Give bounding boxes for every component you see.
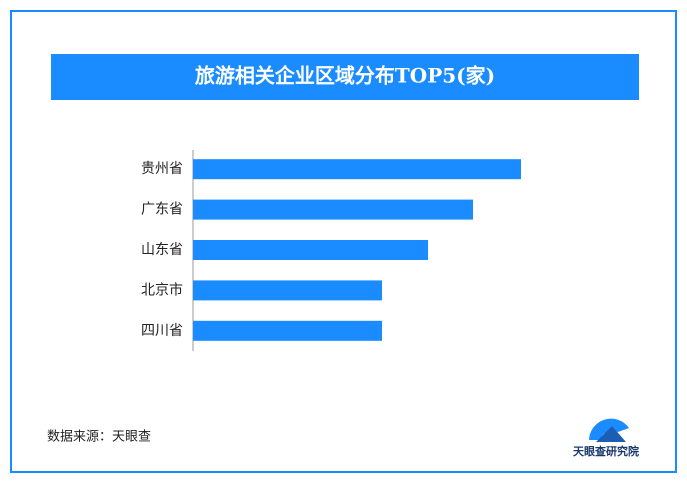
- bar: [193, 240, 428, 260]
- logo: 天眼查研究院: [573, 418, 639, 458]
- chart-title: 旅游相关企业区域分布TOP5(家): [195, 64, 495, 88]
- logo-peak: [596, 426, 626, 442]
- bar: [193, 199, 473, 220]
- title-bar: [51, 54, 639, 100]
- source-note: 数据来源：天眼查: [47, 430, 151, 445]
- bar: [193, 320, 382, 341]
- y-tick-label: 北京市: [141, 281, 183, 298]
- logo-text: 天眼查研究院: [573, 444, 639, 458]
- bar: [193, 159, 521, 180]
- y-tick-label: 四川省: [141, 323, 183, 339]
- bar: [193, 280, 382, 301]
- y-tick-label: 贵州省: [141, 161, 183, 177]
- y-tick-label: 广东省: [141, 202, 183, 218]
- y-tick-label: 山东省: [141, 242, 183, 258]
